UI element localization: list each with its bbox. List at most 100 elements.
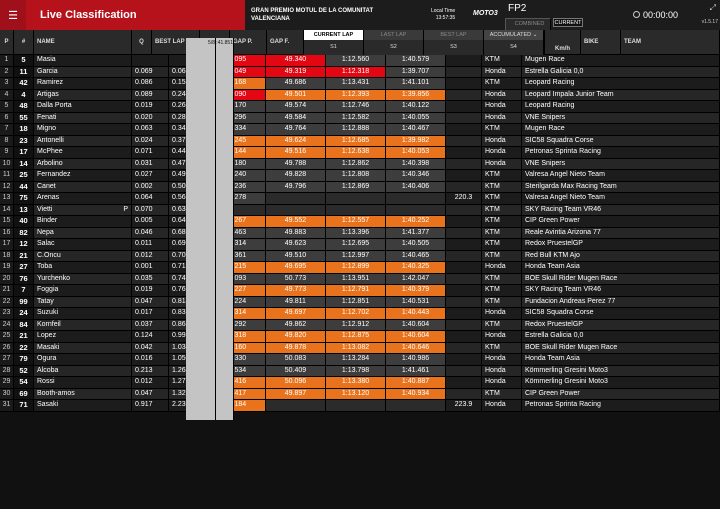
sector-1-cell xyxy=(206,204,266,215)
speed-cell xyxy=(446,239,482,250)
table-row[interactable]: 2076YurchenkoQ21:40.36013/140.0350.74824… xyxy=(0,38,720,420)
col-team[interactable]: TEAM xyxy=(621,30,720,54)
sector-1-cell: 23.416 xyxy=(206,377,266,388)
sector-1-cell: 23.314 xyxy=(206,308,266,319)
col-kmh[interactable]: Km/h xyxy=(545,30,581,54)
table-row[interactable]: 1244CanetQ21:40.1137/140.0020.50123.2364… xyxy=(0,38,720,420)
table-row[interactable]: 1014ArbolinoQ21:40.08413/140.0310.47223.… xyxy=(0,38,720,420)
table-row[interactable]: 2521LopezQ21:40.60416/160.1240.99223.318… xyxy=(0,38,720,420)
table-row[interactable]: 2324SuzukiQ21:40.44315/150.0170.83123.31… xyxy=(0,38,720,420)
accumulated-select[interactable]: ACCUMULATED ⌄ xyxy=(484,30,544,40)
table-row[interactable]: 1712SalacQ21:40.30914/150.0110.69723.314… xyxy=(0,38,720,420)
tab-best-lap[interactable]: BEST LAP xyxy=(424,30,484,40)
clock-icon xyxy=(633,11,640,18)
table-row[interactable]: 3069Booth-amosQ21:40.93416/160.0471.3222… xyxy=(0,38,720,420)
rider-number-cell: 82 xyxy=(14,227,34,238)
table-row[interactable]: 2954RossiQ21:40.88718/180.0121.27523.416… xyxy=(0,38,720,420)
session-panel: FP2 COMBINED CURRENT xyxy=(505,0,605,48)
gap-p-cell: 0.917 xyxy=(132,400,169,411)
col-name[interactable]: NAME xyxy=(34,30,132,54)
tab-current-lap[interactable]: CURRENT LAP xyxy=(304,30,364,40)
sector-1-cell: 23.049 xyxy=(206,66,266,77)
table-row[interactable]: 718MignoQ21:39.95816/170.0630.34623.3344… xyxy=(0,38,720,420)
team-cell: Mugen Race xyxy=(522,124,720,135)
sector-3-cell: 1:12.557 xyxy=(326,216,386,227)
rider-name-cell: Artigas xyxy=(34,89,132,100)
bike-cell: Honda xyxy=(482,66,522,77)
bike-cell: KTM xyxy=(482,78,522,89)
table-row[interactable]: 1125FernandezQ21:40.11110/150.0270.49923… xyxy=(0,38,720,420)
table-row[interactable]: 342RamirezQ21:39.76716/170.0860.15523.16… xyxy=(0,38,720,420)
table-row[interactable]: 44ArtigasQ21:39.85616/160.0890.24423.090… xyxy=(0,38,720,420)
table-row[interactable]: 1682NepaQ21:40.2989/150.0460.68623.46349… xyxy=(0,38,720,420)
rider-number-cell: 79 xyxy=(14,354,34,365)
rider-name-cell: Salac xyxy=(34,239,132,250)
speed-cell xyxy=(446,78,482,89)
fullscreen-icon[interactable]: ⤢ xyxy=(709,3,716,12)
sector-1-cell: 23.267 xyxy=(206,216,266,227)
sector-1-cell: 23.361 xyxy=(206,250,266,261)
sector-1-cell: 23.168 xyxy=(206,78,266,89)
sector-2-cell: 49.516 xyxy=(266,147,326,158)
table-row[interactable]: 2852AlcobaQ21:40.87516/160.2131.26323.53… xyxy=(0,38,720,420)
table-row[interactable]: 15MasiaQ21:39.61217/1823.09549.3401:12.5… xyxy=(0,38,720,420)
col-q[interactable]: Q xyxy=(132,30,152,54)
speed-cell xyxy=(446,388,482,399)
tab-last-lap[interactable]: LAST LAP xyxy=(364,30,424,40)
bike-cell: Honda xyxy=(482,89,522,100)
table-row[interactable]: 1821C.OncuQ21:40.32113/170.0120.70923.36… xyxy=(0,38,720,420)
current-toggle[interactable]: CURRENT xyxy=(553,18,583,27)
rider-number-cell: 54 xyxy=(14,377,34,388)
rider-name-cell: Toba xyxy=(34,262,132,273)
gap-p-cell: 0.086 xyxy=(132,78,169,89)
table-row[interactable]: 2484KornfeilQ21:40.48012/140.0370.86823.… xyxy=(0,38,720,420)
gap-p-cell: 0.071 xyxy=(132,147,169,158)
sector-3-cell: 1:12.560 xyxy=(326,55,386,66)
rider-name-cell: Alcoba xyxy=(34,365,132,376)
sector-4-cell: 1:40.531 xyxy=(386,296,446,307)
sector-4-cell xyxy=(386,400,446,411)
sector-3-cell: 1:12.638 xyxy=(326,147,386,158)
col-s3: S3 xyxy=(424,40,484,55)
sector-2-cell: 49.828 xyxy=(266,170,326,181)
table-row[interactable]: 217FoggiaQ21:40.37917/170.0190.76723.227… xyxy=(0,38,720,420)
sector-2-cell: 49.811 xyxy=(266,296,326,307)
chevron-down-icon: ⌄ xyxy=(532,32,538,38)
rider-name-cell: Arenas xyxy=(34,193,132,204)
rider-number-cell: 84 xyxy=(14,319,34,330)
table-row[interactable]: 211GarciaQ21:39.68118/190.0690.06923.049… xyxy=(0,38,720,420)
table-row[interactable]: 823AntonelliQ21:39.98211/110.0240.37023.… xyxy=(0,38,720,420)
table-row[interactable]: 1927TobaQ21:40.32517/170.0010.71323.2154… xyxy=(0,38,720,420)
sector-2-cell: 50.096 xyxy=(266,377,326,388)
sector-4-cell: 1:39.707 xyxy=(386,66,446,77)
sector-3-cell xyxy=(326,400,386,411)
sector-1-cell: 23.314 xyxy=(206,239,266,250)
col-position[interactable]: P xyxy=(0,30,14,54)
table-row[interactable]: 655FenatiQ21:39.89511/120.0200.28323.296… xyxy=(0,38,720,420)
menu-icon[interactable]: ☰ xyxy=(0,0,26,30)
col-gap-f[interactable]: GAP F. xyxy=(267,30,304,54)
table-row[interactable]: 1540BinderQ21:40.25216/160.0050.64023.26… xyxy=(0,38,720,420)
col-gap-p[interactable]: GAP P. xyxy=(230,30,267,54)
speed-cell xyxy=(446,124,482,135)
table-row[interactable]: 2622MasakiQ21:40.64616/160.0421.03423.16… xyxy=(0,38,720,420)
rider-name-cell: Garcia xyxy=(34,66,132,77)
sector-3-cell: 1:12.746 xyxy=(326,101,386,112)
table-row[interactable]: 917McPheeQ21:40.05313/130.0710.44123.144… xyxy=(0,38,720,420)
table-row[interactable]: 1375ArenasQ21:40.17712/150.0640.56523.27… xyxy=(0,38,720,420)
table-row[interactable]: 2299TatayQ21:40.42617/180.0470.81423.224… xyxy=(0,38,720,420)
table-row[interactable]: 3171SasakiQ21:41.8515/80.9172.23923.1842… xyxy=(0,38,720,420)
sector-1-cell: 24.093 xyxy=(206,273,266,284)
rider-name-cell: McPhee xyxy=(34,147,132,158)
col-bike[interactable]: BIKE xyxy=(581,30,621,54)
sector-4-cell: 1:40.887 xyxy=(386,377,446,388)
col-s1: S1 xyxy=(304,40,364,55)
col-number[interactable]: # xyxy=(14,30,34,54)
sector-2-cell: 49.773 xyxy=(266,285,326,296)
sector-4-cell: 1:40.646 xyxy=(386,342,446,353)
rider-name-cell: Ramirez xyxy=(34,78,132,89)
speed-cell xyxy=(446,158,482,169)
table-row[interactable]: 2779OguraQ21:40.66211/160.0161.05023.330… xyxy=(0,38,720,420)
table-row[interactable]: 1413ViettiPQ21:40.24710/150.0700.635KTMS… xyxy=(0,38,720,420)
